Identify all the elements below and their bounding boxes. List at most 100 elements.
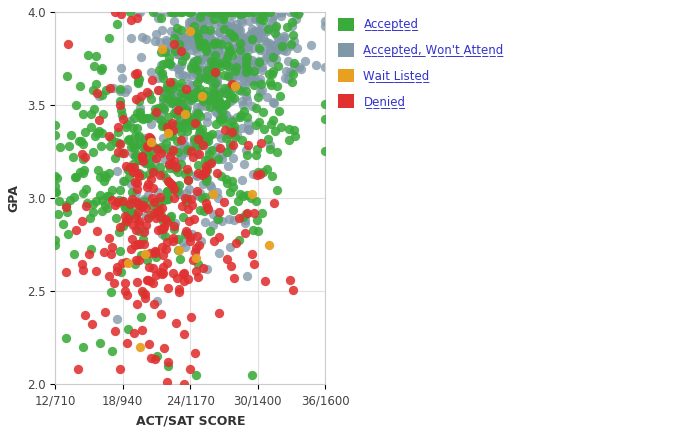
Point (168, 225, 179, 232)
Point (147, 152, 158, 159)
Point (118, 223, 129, 230)
Point (171, 111, 182, 118)
Point (112, 167, 122, 174)
Point (178, 119, 189, 126)
Point (149, 356, 160, 363)
Point (134, 221, 145, 228)
Point (164, 128, 175, 135)
Point (258, 168, 269, 175)
Point (124, 9, 135, 16)
Point (209, 59, 220, 66)
Point (279, 74, 290, 81)
Point (217, 11, 228, 18)
Point (97, 91, 107, 98)
Point (197, 97, 208, 104)
Point (204, 227, 215, 234)
Point (201, 167, 212, 174)
Point (85, 124, 96, 131)
Point (104, 35, 115, 42)
Point (129, 143, 139, 150)
Point (151, 108, 162, 115)
Point (194, 75, 205, 82)
Point (205, 35, 216, 42)
Point (174, 48, 185, 55)
Point (64, 142, 75, 149)
Point (204, 9, 215, 16)
Point (163, 358, 173, 365)
Point (137, 204, 148, 211)
Point (205, 77, 216, 84)
Point (180, 108, 191, 115)
Point (216, 20, 227, 26)
Point (76, 260, 87, 267)
Point (211, 216, 222, 223)
Point (133, 157, 144, 164)
Point (237, 19, 248, 26)
Point (256, 86, 267, 93)
Point (58, 221, 69, 228)
Point (228, 76, 239, 82)
Point (231, 21, 242, 28)
Point (249, 67, 260, 74)
Point (160, 91, 171, 98)
Point (311, 62, 322, 69)
Point (167, 86, 177, 93)
Point (154, 171, 165, 178)
Point (169, 18, 180, 25)
Point (121, 124, 132, 131)
Point (320, 116, 330, 123)
Point (186, 120, 197, 127)
Point (250, 15, 261, 22)
Point (241, 54, 252, 61)
Point (69, 251, 80, 258)
Point (216, 36, 226, 43)
Point (226, 33, 237, 40)
Point (187, 17, 198, 24)
Point (204, 68, 215, 75)
Point (188, 154, 199, 161)
Point (235, 113, 245, 120)
Point (285, 69, 296, 76)
Point (241, 114, 252, 121)
Point (188, 67, 199, 74)
Point (237, 9, 248, 16)
Point (147, 201, 158, 208)
Point (174, 255, 185, 262)
Point (151, 353, 162, 360)
Point (154, 214, 165, 220)
Point (123, 325, 134, 332)
Point (235, 10, 246, 17)
Point (167, 160, 177, 167)
Point (211, 58, 222, 65)
Point (112, 128, 123, 135)
Point (117, 150, 128, 157)
Point (237, 9, 248, 16)
Point (188, 138, 199, 145)
Point (93, 117, 104, 124)
Point (214, 91, 224, 98)
Point (159, 233, 170, 240)
Point (186, 147, 197, 154)
Point (175, 115, 186, 122)
Point (254, 119, 265, 126)
Point (253, 227, 264, 234)
Point (272, 186, 283, 193)
Point (176, 129, 187, 136)
Point (154, 207, 165, 214)
Point (235, 112, 246, 118)
Point (241, 146, 252, 153)
Point (117, 197, 128, 204)
Point (246, 25, 257, 32)
Point (224, 124, 235, 131)
Point (263, 71, 274, 78)
Point (185, 91, 196, 98)
Point (243, 125, 254, 132)
Point (133, 134, 143, 141)
Point (139, 294, 150, 301)
Point (265, 142, 275, 149)
Point (207, 75, 218, 82)
Point (130, 214, 141, 221)
Point (121, 206, 132, 213)
Point (201, 52, 211, 59)
Point (240, 54, 251, 61)
